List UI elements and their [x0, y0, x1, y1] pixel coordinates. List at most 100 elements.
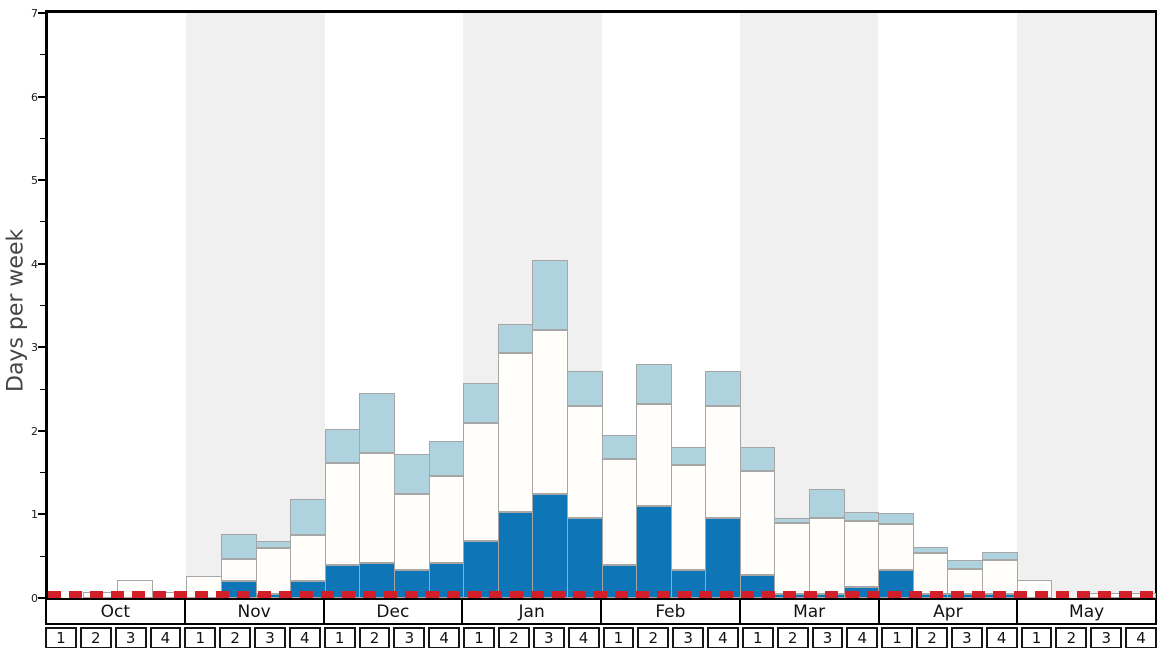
bar-feb-w3-white [671, 465, 706, 571]
bar-jan-w3-white [532, 329, 568, 495]
bar-apr-w4-white [982, 560, 1018, 594]
month-axis-row: Oct Nov Dec Jan Feb Mar Apr May [45, 598, 1157, 625]
y-major-tick-2 [38, 429, 45, 432]
week-label-mar-2: 2 [776, 627, 809, 648]
plot-area [45, 10, 1157, 598]
week-label-jan-3: 3 [532, 627, 565, 648]
bar-jan-w3-light-blue [532, 259, 568, 330]
y-tick-label-1: 1 [31, 508, 38, 522]
bar-nov-w3-white [256, 547, 291, 594]
week-label-apr-3: 3 [950, 627, 983, 648]
bar-jan-w1-white [463, 423, 499, 542]
y-tick-label-0: 0 [31, 592, 38, 605]
week-label-nov-2: 2 [219, 627, 252, 648]
bar-nov-w2-light-blue [221, 533, 257, 559]
bar-jan-w1-dark-blue [463, 541, 499, 598]
week-label-oct-4: 4 [149, 627, 182, 648]
month-label-may: May [1069, 601, 1105, 622]
week-label-oct-2: 2 [79, 627, 112, 648]
bar-feb-w1-white [602, 459, 637, 566]
week-label-nov-4: 4 [288, 627, 321, 648]
bar-feb-w4-dark-blue [705, 517, 741, 598]
y-major-tick-4 [38, 262, 45, 265]
month-label-oct: Oct [47, 600, 186, 623]
week-label-mar-1: 1 [741, 627, 774, 648]
y-minor-tick-1.5 [40, 472, 45, 474]
week-label-feb-2: 2 [637, 627, 670, 648]
y-minor-tick-3.5 [40, 305, 45, 306]
bar-mar-w3-white [809, 517, 845, 594]
bar-apr-w1-light-blue [878, 512, 914, 525]
month-label-mar: Mar [741, 600, 880, 623]
y-major-tick-1 [38, 513, 45, 516]
bar-dec-w2-white [359, 452, 395, 563]
week-label-feb-4: 4 [707, 627, 739, 648]
week-label-dec-2: 2 [358, 627, 391, 648]
week-label-nov-3: 3 [254, 627, 286, 648]
y-tick-label-7: 7 [31, 7, 38, 20]
week-label-apr-1: 1 [881, 627, 914, 648]
week-label-feb-1: 1 [602, 627, 635, 648]
bar-feb-w4-light-blue [705, 370, 741, 406]
bar-jan-w2-light-blue [498, 323, 533, 354]
y-major-tick-5 [38, 179, 45, 182]
bar-feb-w2-white [636, 404, 672, 507]
month-label-jan: Jan [463, 600, 602, 623]
y-minor-tick-0.5 [40, 555, 45, 557]
bar-jan-w3-dark-blue [532, 494, 568, 598]
week-label-jan-1: 1 [463, 627, 495, 648]
bar-nov-w3-light-blue [256, 541, 291, 548]
bar-apr-w4-light-blue [982, 552, 1018, 561]
bar-mar-w1-white [740, 470, 775, 576]
bar-apr-w1-white [878, 524, 914, 570]
y-minor-tick-4.5 [40, 221, 45, 223]
bar-apr-w3-light-blue [947, 560, 983, 569]
week-label-mar-3: 3 [811, 627, 844, 648]
bar-apr-w3-white [947, 568, 983, 594]
bar-feb-w3-light-blue [671, 446, 706, 466]
bar-dec-w4-white [429, 476, 464, 563]
bar-jan-w4-light-blue [567, 370, 603, 406]
bar-mar-w1-light-blue [740, 446, 775, 471]
bar-nov-w4-white [290, 534, 326, 582]
bar-apr-w2-light-blue [913, 547, 948, 553]
y-major-tick-7 [38, 12, 45, 14]
month-label-feb: Feb [602, 600, 741, 623]
bar-nov-w2-white [221, 558, 257, 582]
y-tick-label-3: 3 [31, 341, 38, 355]
month-label-nov: Nov [186, 600, 325, 623]
bar-feb-w4-white [705, 405, 741, 518]
week-label-may-4: 4 [1125, 627, 1157, 648]
bar-apr-w2-white [913, 552, 948, 594]
bar-feb-w1-light-blue [602, 435, 637, 460]
y-major-tick-3 [38, 346, 45, 349]
bar-jan-w4-dark-blue [567, 517, 603, 598]
red-dashed-threshold-line [48, 591, 1155, 598]
week-label-dec-4: 4 [428, 627, 461, 648]
week-label-may-3: 3 [1090, 627, 1123, 648]
week-label-feb-3: 3 [672, 627, 705, 648]
week-label-apr-2: 2 [916, 627, 948, 648]
week-label-may-2: 2 [1055, 627, 1088, 648]
bar-dec-w2-light-blue [359, 393, 395, 453]
week-label-nov-1: 1 [184, 627, 217, 648]
bar-nov-w4-light-blue [290, 499, 326, 535]
week-label-may-1: 1 [1020, 627, 1053, 648]
y-tick-label-4: 4 [31, 257, 38, 271]
bar-jan-w2-dark-blue [498, 511, 533, 598]
y-minor-tick-2.5 [40, 388, 45, 390]
shaded-band-may [1016, 13, 1155, 598]
week-label-mar-4: 4 [846, 627, 879, 648]
week-label-oct-1: 1 [45, 627, 77, 648]
bar-feb-w2-light-blue [636, 364, 672, 405]
y-tick-label-5: 5 [31, 174, 38, 188]
y-axis-title: Days per week [3, 228, 29, 392]
bar-mar-w4-light-blue [844, 511, 879, 522]
y-major-tick-6 [38, 95, 45, 98]
bar-dec-w3-white [394, 494, 430, 571]
y-minor-tick-5.5 [40, 137, 45, 139]
week-label-apr-4: 4 [985, 627, 1018, 648]
month-label-dec: Dec [325, 600, 464, 623]
